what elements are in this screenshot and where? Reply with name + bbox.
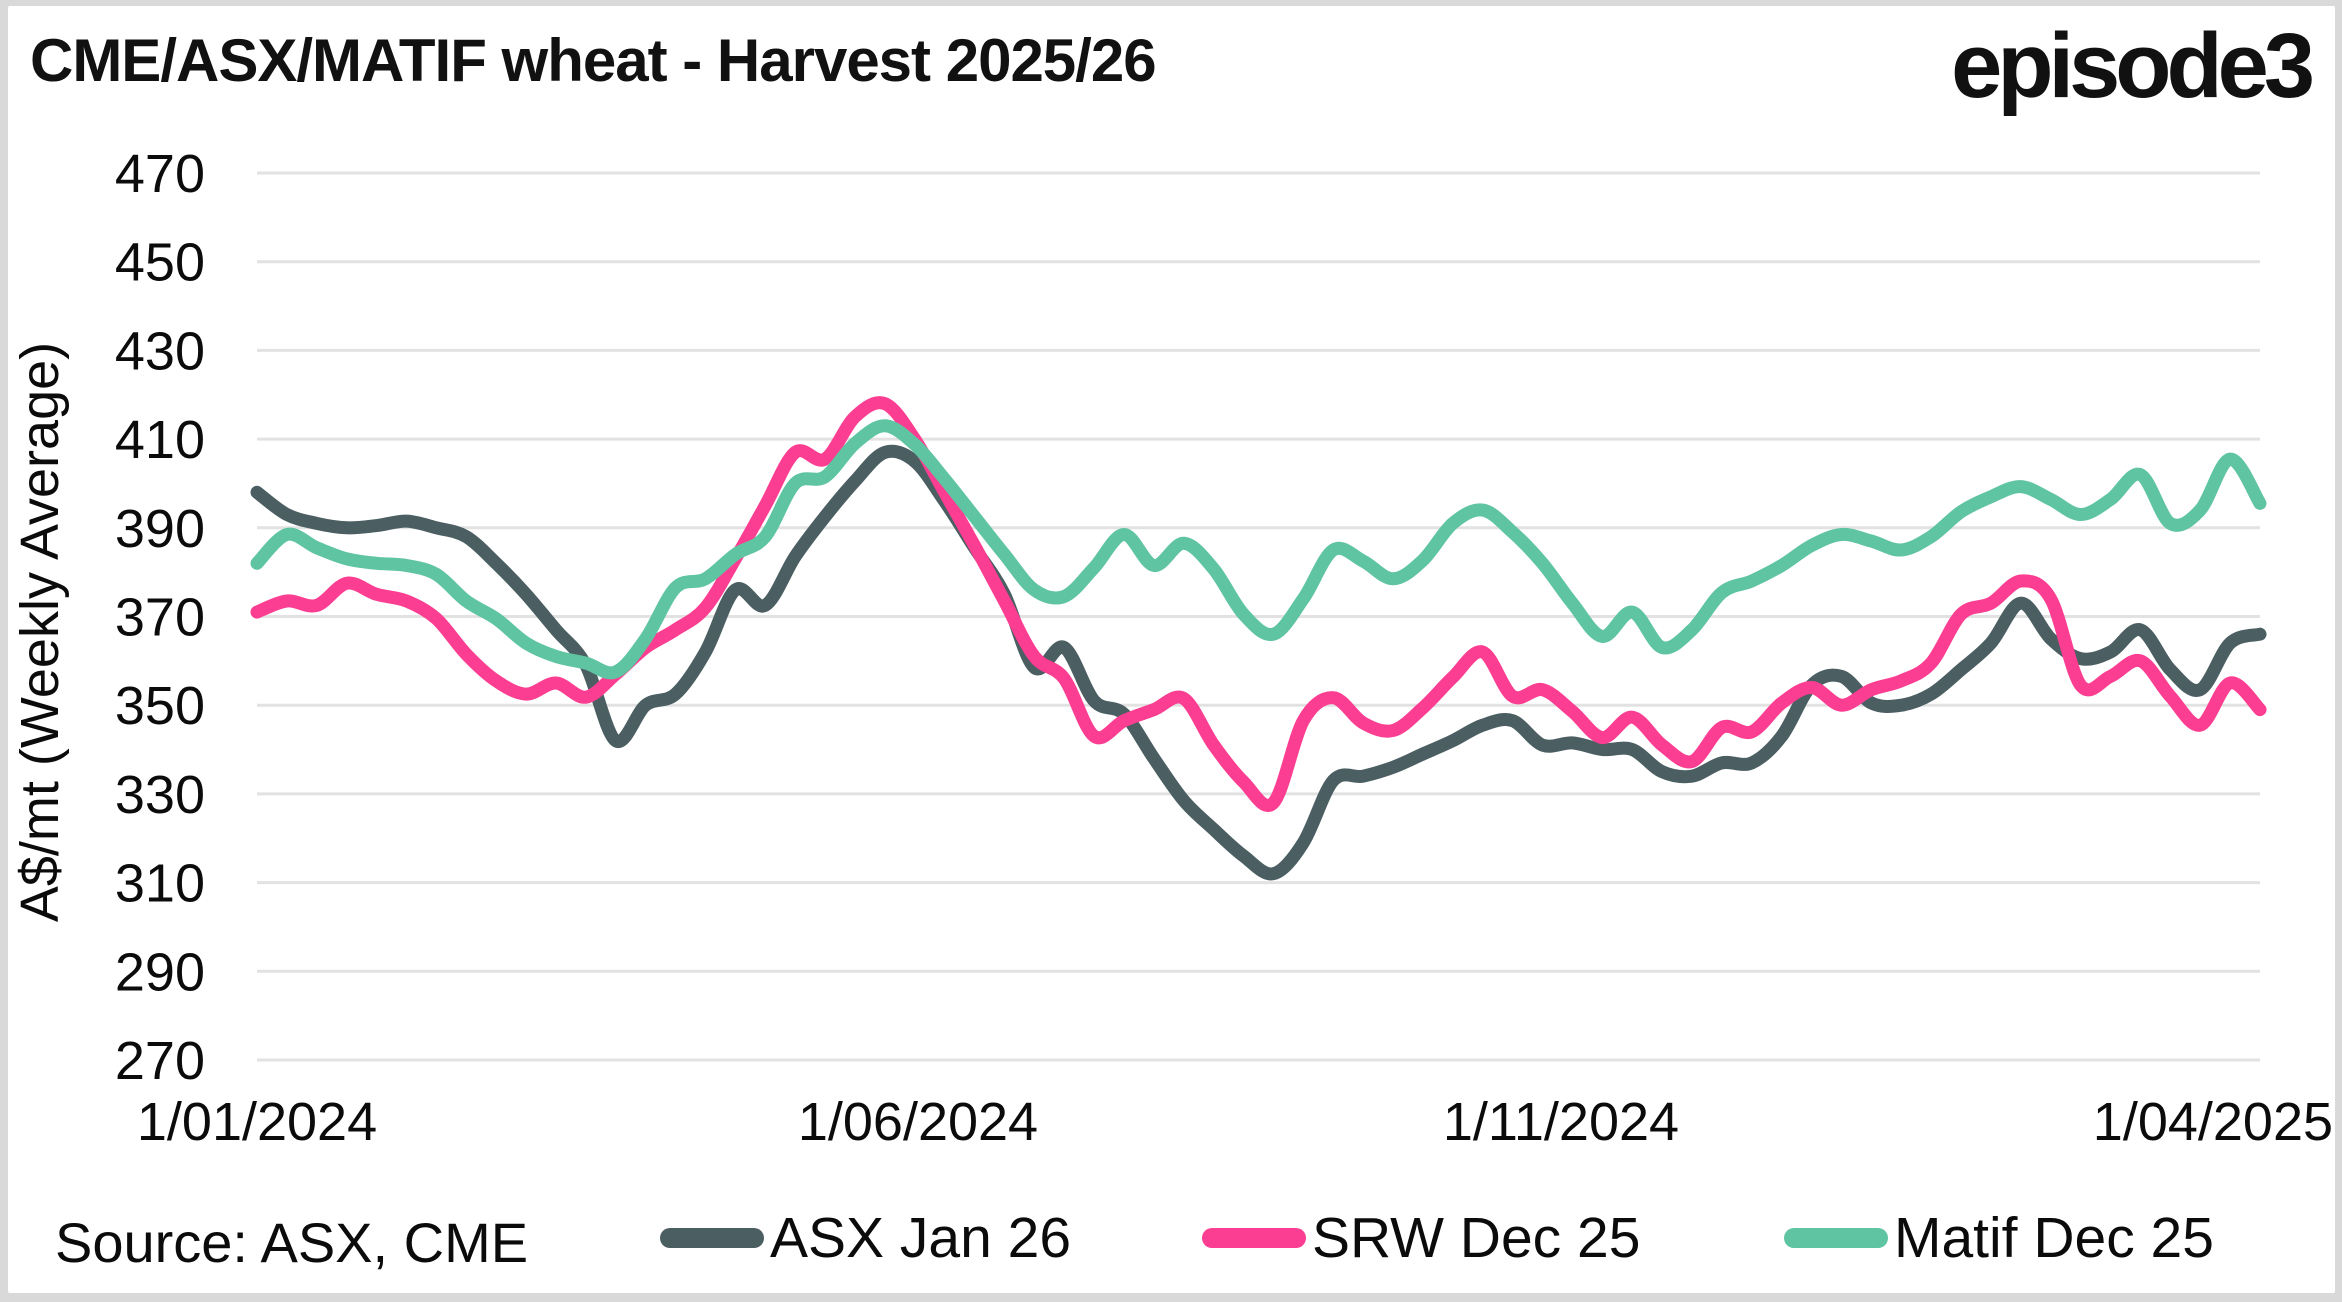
y-tick-370: 370 [115,588,205,648]
episode3-logo: episode3 [1951,15,2315,117]
legend-item-matif-dec-25: Matif Dec 25 [1784,1198,2214,1278]
legend-label: Matif Dec 25 [1894,1206,2214,1270]
matif-line-swatch [1784,1228,1888,1248]
y-tick-310: 310 [115,854,205,914]
srw-line-swatch [1202,1228,1306,1248]
y-axis-title: A$/mt (Weekly Average) [10,342,70,922]
chart-footer: Source: ASX, CME ASX Jan 26 SRW Dec 25 M… [0,1198,2342,1278]
legend-item-asx-jan-26: ASX Jan 26 [660,1198,1071,1278]
line-asx-jan-26 [250,444,2267,881]
source-note: Source: ASX, CME [55,1211,529,1274]
x-tick-3: 1/04/2025 [2093,1092,2333,1152]
y-tick-290: 290 [115,942,205,1002]
line-srw-dec-25 [250,396,2267,812]
y-tick-410: 410 [115,410,205,470]
y-tick-350: 350 [115,676,205,736]
y-tick-470: 470 [115,144,205,204]
line-matif-dec-25 [250,419,2267,680]
x-tick-1: 1/06/2024 [798,1092,1038,1152]
y-tick-390: 390 [115,499,205,559]
x-tick-2: 1/11/2024 [1443,1092,1679,1152]
asx-line-swatch [660,1228,764,1248]
y-tick-430: 430 [115,321,205,381]
x-tick-0: 1/01/2024 [137,1092,377,1152]
chart-title: CME/ASX/MATIF wheat - Harvest 2025/26 [30,27,1157,94]
legend-label: ASX Jan 26 [770,1206,1072,1270]
y-tick-450: 450 [115,233,205,293]
y-tick-270: 270 [115,1031,205,1091]
legend-label: SRW Dec 25 [1312,1206,1641,1270]
legend-item-srw-dec-25: SRW Dec 25 [1202,1198,1640,1278]
y-tick-330: 330 [115,765,205,825]
